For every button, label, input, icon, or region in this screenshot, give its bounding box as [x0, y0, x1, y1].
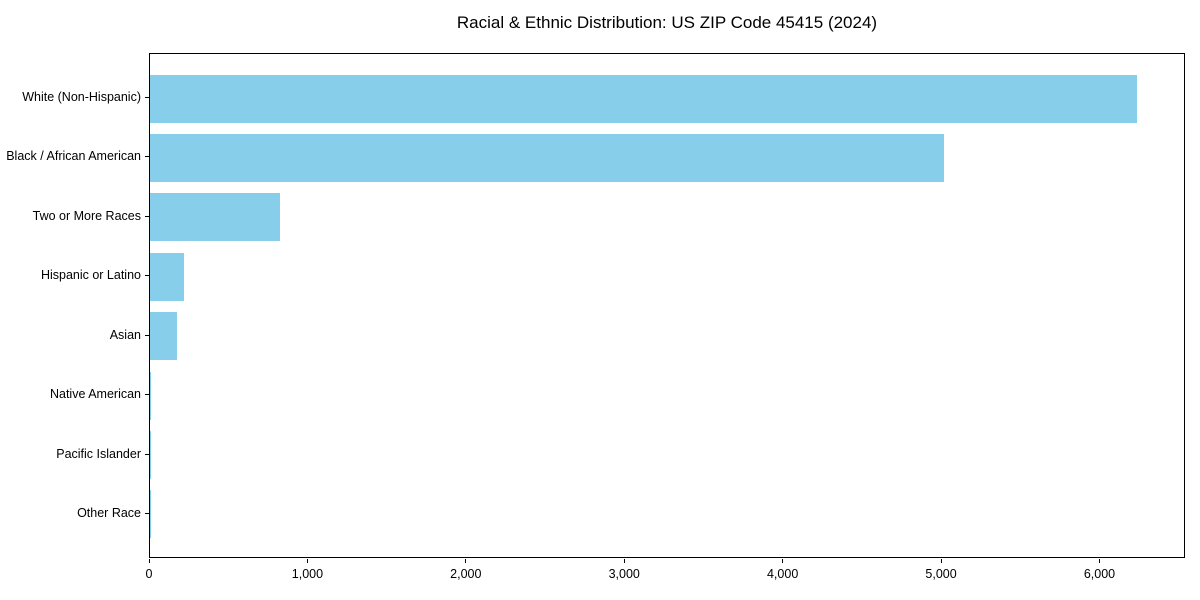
y-tick-mark — [145, 394, 149, 396]
x-tick-label: 0 — [145, 567, 153, 581]
x-tick-label: 2,000 — [450, 567, 482, 581]
y-tick-mark — [145, 215, 149, 217]
x-tick-label: 4,000 — [766, 567, 799, 581]
x-tick-label: 5,000 — [925, 567, 957, 581]
x-tick-label: 6,000 — [1083, 567, 1116, 581]
y-tick-label: Other Race — [77, 505, 141, 520]
bar — [150, 431, 151, 480]
plot-area — [149, 53, 1185, 558]
x-tick-mark — [1098, 559, 1100, 563]
y-tick-label: Hispanic or Latino — [40, 268, 141, 283]
bar — [150, 252, 185, 301]
x-tick-mark — [306, 559, 308, 563]
y-tick-mark — [145, 97, 149, 99]
x-tick-mark — [148, 559, 150, 563]
y-tick-label: Black / African American — [6, 149, 141, 164]
y-tick-mark — [145, 334, 149, 336]
y-tick-label: Native American — [49, 387, 141, 402]
y-tick-mark — [145, 275, 149, 277]
bar — [150, 74, 1137, 123]
y-tick-mark — [145, 512, 149, 514]
x-tick-mark — [465, 559, 467, 563]
chart-title: Racial & Ethnic Distribution: US ZIP Cod… — [456, 13, 878, 32]
bar — [150, 133, 944, 182]
y-tick-mark — [145, 453, 149, 455]
x-tick-mark — [940, 559, 942, 563]
y-tick-label: Two or More Races — [32, 208, 141, 223]
x-tick-mark — [623, 559, 625, 563]
bar — [150, 312, 177, 361]
y-tick-label: Asian — [109, 327, 141, 342]
x-tick-label: 3,000 — [608, 567, 640, 581]
x-tick-label: 1,000 — [291, 567, 324, 581]
x-tick-mark — [782, 559, 784, 563]
y-tick-label: Pacific Islander — [56, 446, 141, 461]
y-tick-mark — [145, 156, 149, 158]
bar — [150, 193, 280, 242]
y-tick-label: White (Non-Hispanic) — [22, 90, 141, 105]
bar — [150, 371, 152, 420]
